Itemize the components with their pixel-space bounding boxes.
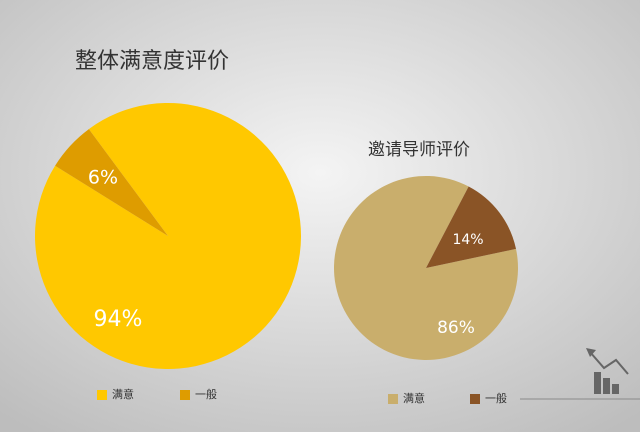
pie-slice <box>426 186 516 268</box>
legend-swatch <box>388 394 398 404</box>
legend-label: 一般 <box>485 392 507 405</box>
legend-swatch <box>470 394 480 404</box>
legend-swatch <box>97 390 107 400</box>
pie-slice <box>334 176 518 360</box>
chart-icon <box>586 348 629 394</box>
data-label: 86% <box>437 318 475 338</box>
legend-label: 一般 <box>195 388 217 401</box>
legend-swatch <box>180 390 190 400</box>
chart-title: 邀请导师评价 <box>368 140 470 160</box>
legend-label: 满意 <box>112 387 134 401</box>
data-label: 14% <box>452 232 483 248</box>
legend-label: 满意 <box>403 391 425 405</box>
pie-slice <box>35 103 301 370</box>
data-label: 94% <box>94 307 143 332</box>
data-label: 6% <box>88 167 118 189</box>
chart-title: 整体满意度评价 <box>75 49 229 74</box>
pie-slice <box>55 129 169 236</box>
